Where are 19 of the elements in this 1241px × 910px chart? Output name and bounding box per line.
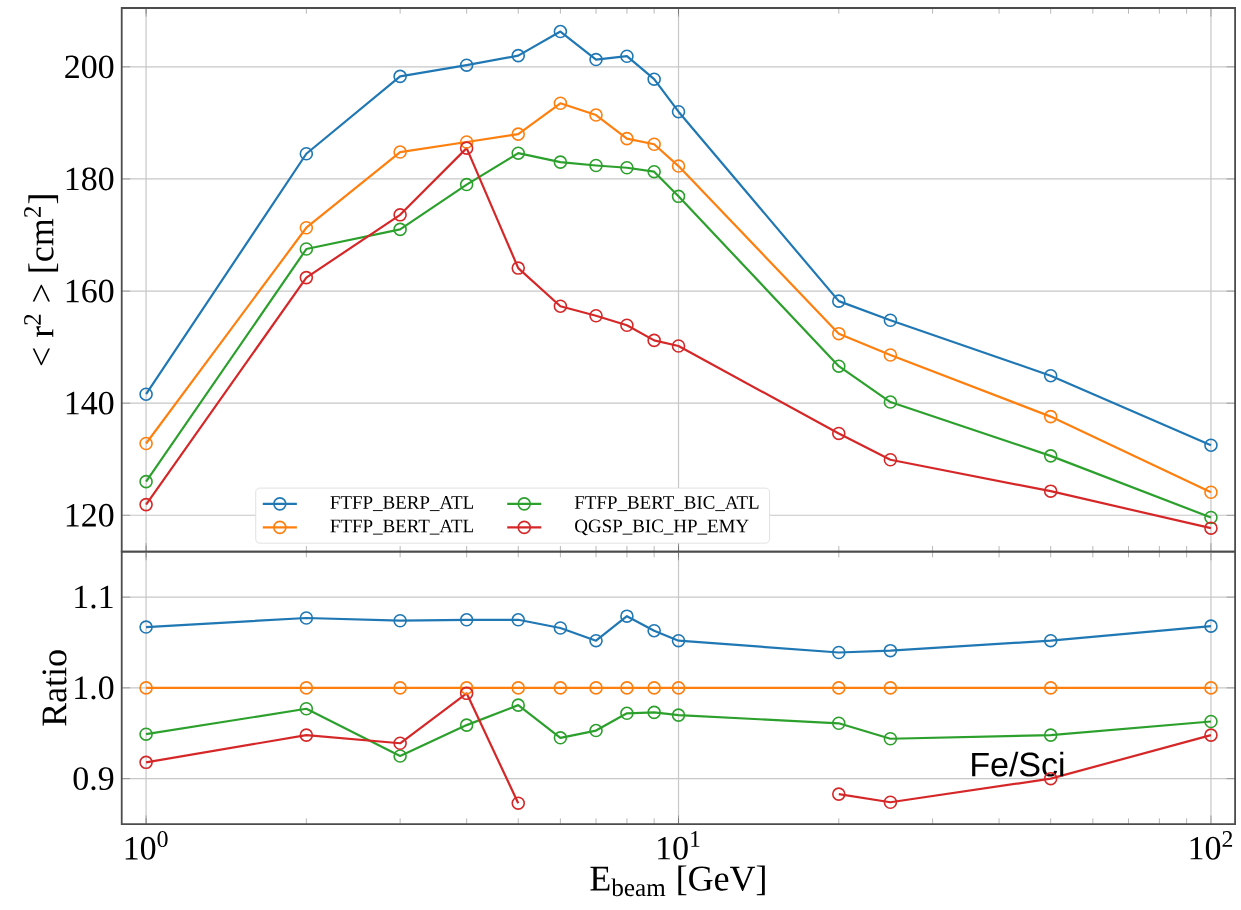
y-axis-title: Ratio (42, 650, 67, 726)
x-tick-label: 10$^{0}$ (125, 831, 168, 860)
x-axis-title: E$_{beam}$ [GeV] (590, 865, 765, 897)
y-tick-label: 160 (66, 279, 114, 303)
legend-label: FTFP_BERP_ATL (330, 496, 474, 512)
y-tick-label: 200 (65, 55, 114, 79)
x-tick-label: 10$^{1}$ (658, 831, 700, 860)
x-tick-label: 10$^{2}$ (1190, 831, 1233, 860)
y-tick-label: 180 (66, 167, 114, 191)
legend-label: FTFP_BERT_ATL (330, 519, 473, 535)
y-tick-label: 120 (66, 503, 114, 527)
y-tick-label: 0.9 (73, 767, 114, 791)
legend-label: QGSP_BIC_HP_EMY (575, 519, 749, 536)
y-axis-title: < r$^{2}$ > [cm$^{2}$] (24, 195, 59, 366)
annotation: Fe/Sci (972, 751, 1064, 777)
y-tick-label: 1.0 (75, 676, 114, 700)
y-tick-label: 140 (66, 391, 114, 415)
y-tick-label: 1.1 (75, 585, 113, 609)
legend-label: FTFP_BERT_BIC_ATL (574, 496, 759, 512)
